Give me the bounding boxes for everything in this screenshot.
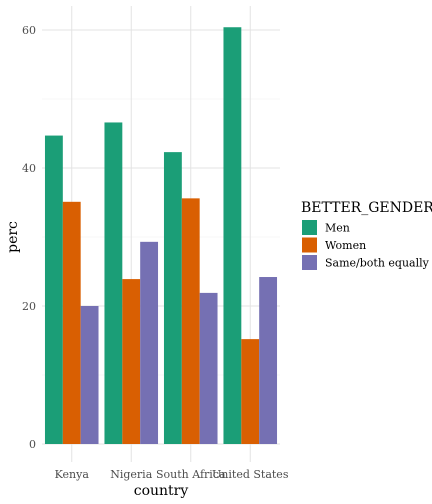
x-tick-label: United States (212, 468, 289, 481)
y-tick-label: 40 (22, 162, 36, 175)
bar (199, 292, 218, 444)
legend-label: Women (325, 239, 366, 252)
bar (104, 122, 123, 445)
bar (181, 198, 200, 444)
y-tick-label: 0 (29, 438, 36, 451)
x-tick-label: Kenya (55, 468, 90, 481)
legend-title: BETTER_GENDER (301, 200, 432, 216)
x-axis-title: country (134, 483, 189, 499)
legend-label: Men (325, 222, 350, 235)
bar (140, 241, 159, 444)
y-tick-label: 20 (22, 300, 36, 313)
y-axis-title: perc (5, 221, 21, 253)
y-tick-label: 60 (22, 24, 36, 37)
bar (62, 201, 81, 444)
legend-swatch (302, 220, 317, 235)
bars-group (44, 27, 278, 445)
x-tick-label: South Africa (156, 468, 226, 481)
x-tick-label: Nigeria (110, 468, 152, 481)
legend-swatch (302, 255, 317, 270)
y-tick-labels: 0 20 40 60 (22, 24, 36, 451)
bar (241, 339, 260, 444)
legend: BETTER_GENDER Men Women Same/both equally (301, 200, 432, 270)
bar (259, 277, 278, 444)
legend-label: Same/both equally (325, 257, 430, 270)
bar (223, 27, 242, 445)
bar (80, 306, 99, 444)
bar (44, 135, 63, 444)
bar (122, 279, 141, 444)
legend-swatch (302, 237, 317, 253)
bar (163, 152, 182, 444)
